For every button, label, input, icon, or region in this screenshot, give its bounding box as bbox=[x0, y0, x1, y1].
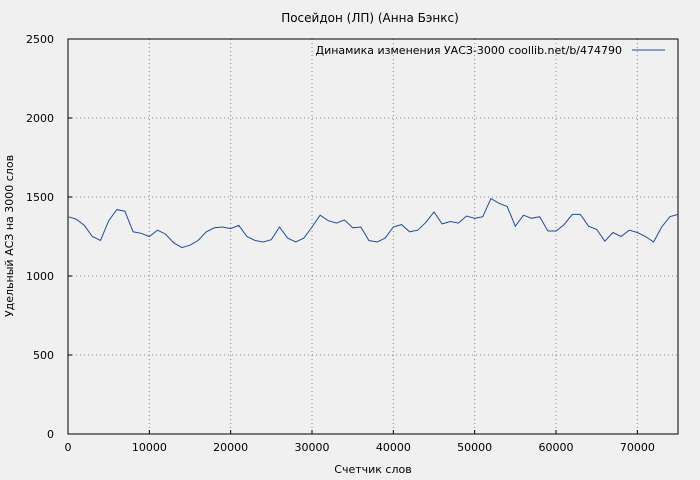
x-tick-label: 30000 bbox=[295, 441, 330, 454]
y-tick-label: 0 bbox=[47, 428, 54, 441]
series-line bbox=[67, 197, 679, 249]
y-axis-label: Удельный АСЗ на 3000 слов bbox=[3, 155, 16, 317]
y-tick-label: 2000 bbox=[26, 112, 54, 125]
series-lines bbox=[67, 197, 679, 249]
y-tick-label: 1500 bbox=[26, 191, 54, 204]
x-tick-label: 10000 bbox=[132, 441, 167, 454]
y-tick-label: 500 bbox=[33, 349, 54, 362]
axis-ticks: 0 10000 20000 30000 40000 50000 60000 70000 0 500… bbox=[26, 33, 655, 454]
plot-area-frame bbox=[67, 38, 679, 435]
x-axis-label: Счетчик слов bbox=[334, 463, 411, 476]
y-tick-label: 1000 bbox=[26, 270, 54, 283]
x-tick-label: 70000 bbox=[620, 441, 655, 454]
legend: Динамика изменения УАСЗ-3000 coollib.net… bbox=[316, 44, 665, 57]
x-tick-label: 20000 bbox=[213, 441, 248, 454]
x-tick-label: 0 bbox=[65, 441, 72, 454]
legend-label: Динамика изменения УАСЗ-3000 coollib.net… bbox=[316, 44, 623, 57]
x-tick-label: 50000 bbox=[457, 441, 492, 454]
y-tick-label: 2500 bbox=[26, 33, 54, 46]
chart-title: Посейдон (ЛП) (Анна Бэнкс) bbox=[281, 11, 459, 25]
grid bbox=[68, 39, 678, 434]
x-tick-label: 60000 bbox=[539, 441, 574, 454]
x-tick-label: 40000 bbox=[376, 441, 411, 454]
